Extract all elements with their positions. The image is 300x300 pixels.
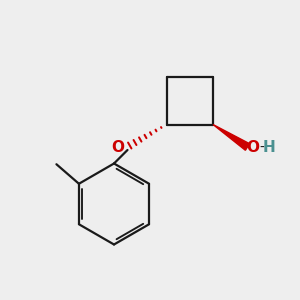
Text: -: - — [259, 141, 264, 154]
Text: H: H — [263, 140, 275, 155]
Text: O: O — [246, 140, 259, 155]
Text: O: O — [111, 140, 124, 155]
Polygon shape — [213, 124, 250, 150]
